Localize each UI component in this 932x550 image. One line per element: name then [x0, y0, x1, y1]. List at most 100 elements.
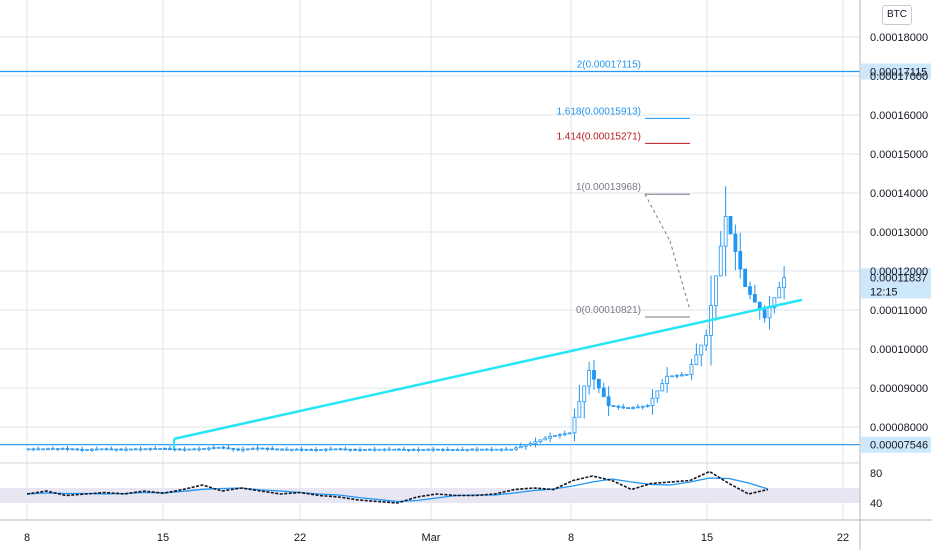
candle-body	[348, 448, 353, 451]
candle-body	[596, 378, 601, 389]
candle-body	[528, 442, 533, 446]
candle-body	[650, 397, 655, 406]
candle-body	[743, 268, 748, 287]
candle-body	[167, 448, 172, 451]
date-tick-label: Mar	[422, 532, 441, 544]
price-badge	[861, 436, 931, 453]
price-tick-label: 0.00014000	[870, 188, 928, 200]
oscillator-signal-line	[26, 477, 769, 503]
candle-body	[592, 370, 596, 380]
candle-body	[377, 448, 382, 451]
candle-body	[426, 448, 431, 451]
candle-body	[50, 448, 55, 451]
candle-body	[143, 448, 148, 451]
price-tick-label: 0.00016000	[870, 110, 928, 122]
fib-level-label: 1.618(0.00015913)	[556, 106, 641, 117]
candle-body	[455, 449, 460, 451]
candle-body	[216, 446, 221, 449]
candle-body	[640, 405, 645, 408]
date-tick-label: 15	[157, 532, 169, 544]
fib-level-label: 2(0.00017115)	[577, 60, 641, 71]
candle-body	[489, 448, 494, 451]
candle-body	[250, 448, 255, 450]
horizontal-lines[interactable]: 0.00017115 0.00007546 0.00011837 12:15	[0, 63, 931, 453]
candle-body	[631, 407, 635, 409]
candle-body	[31, 448, 36, 451]
candle-body	[718, 245, 723, 277]
candle-body	[333, 448, 338, 451]
candle-body	[211, 447, 216, 450]
candle-body	[221, 446, 226, 449]
candle-body	[328, 448, 333, 451]
candle-body	[65, 448, 70, 450]
candle-body	[148, 448, 153, 451]
price-tick-label: 0.00018000	[870, 32, 928, 44]
oscillator-pane: 80 40	[0, 468, 882, 510]
candle-body	[80, 448, 85, 451]
price-tick-label: 0.00015000	[870, 149, 928, 161]
candle-body	[509, 448, 514, 451]
candle-body	[523, 444, 528, 447]
candle-body	[606, 396, 611, 406]
candle-body	[304, 448, 309, 451]
candle-body	[587, 370, 592, 387]
candle-body	[762, 309, 767, 319]
candle-body	[206, 447, 211, 450]
candle-body	[41, 448, 46, 451]
fib-level-label: 0(0.00010821)	[576, 305, 641, 316]
candle-body	[484, 448, 489, 451]
candle-body	[777, 287, 782, 299]
trendline[interactable]	[173, 298, 803, 449]
candle-body	[557, 434, 562, 437]
candle-body	[445, 449, 450, 451]
oscillator-tick-label: 40	[870, 498, 882, 510]
candle-body	[265, 447, 270, 450]
candle-body	[94, 448, 99, 451]
price-tick-label: 0.00008000	[870, 422, 928, 434]
date-tick-label: 8	[24, 532, 30, 544]
candle-body	[421, 449, 426, 451]
date-tick-label: 15	[701, 532, 713, 544]
candle-body	[499, 448, 504, 451]
candle-body	[133, 448, 138, 451]
candle-body	[153, 448, 158, 450]
candle-body	[255, 447, 260, 450]
candle-body	[382, 448, 387, 451]
price-badge-label: 0.00017115	[870, 67, 927, 79]
candle-body	[397, 448, 401, 451]
plot-background	[0, 0, 860, 520]
candle-body	[138, 448, 143, 451]
candle-body	[748, 286, 752, 295]
candle-body	[319, 449, 323, 451]
candle-body	[582, 385, 587, 403]
candle-body	[128, 448, 133, 451]
date-tick-label: 22	[837, 532, 849, 544]
fib-connector	[644, 194, 671, 242]
candle-body	[299, 448, 304, 451]
candle-body	[75, 448, 80, 451]
candle-body	[626, 407, 631, 409]
candle-body	[280, 448, 284, 451]
candle-body	[367, 448, 372, 451]
candle-body	[245, 448, 250, 451]
fib-level-label: 1(0.00013968)	[576, 182, 641, 193]
candle-body	[635, 406, 640, 409]
candle-body	[99, 448, 104, 451]
currency-badge[interactable]: BTC	[882, 5, 912, 25]
candle-body	[572, 416, 577, 434]
candle-body	[562, 433, 567, 436]
candle-body	[440, 448, 445, 451]
candle-body	[723, 215, 728, 247]
candle-body	[362, 449, 367, 451]
candle-body	[514, 447, 518, 450]
candle-body	[450, 449, 455, 451]
candle-body	[392, 448, 397, 451]
candle-body	[114, 448, 119, 451]
candle-body	[538, 439, 543, 443]
candle-body	[475, 448, 479, 451]
candle-body	[314, 449, 319, 451]
fibonacci-extension[interactable]: 2(0.00017115) 1.618(0.00015913) 1.414(0.00…	[556, 60, 691, 318]
candle-body	[411, 449, 416, 451]
